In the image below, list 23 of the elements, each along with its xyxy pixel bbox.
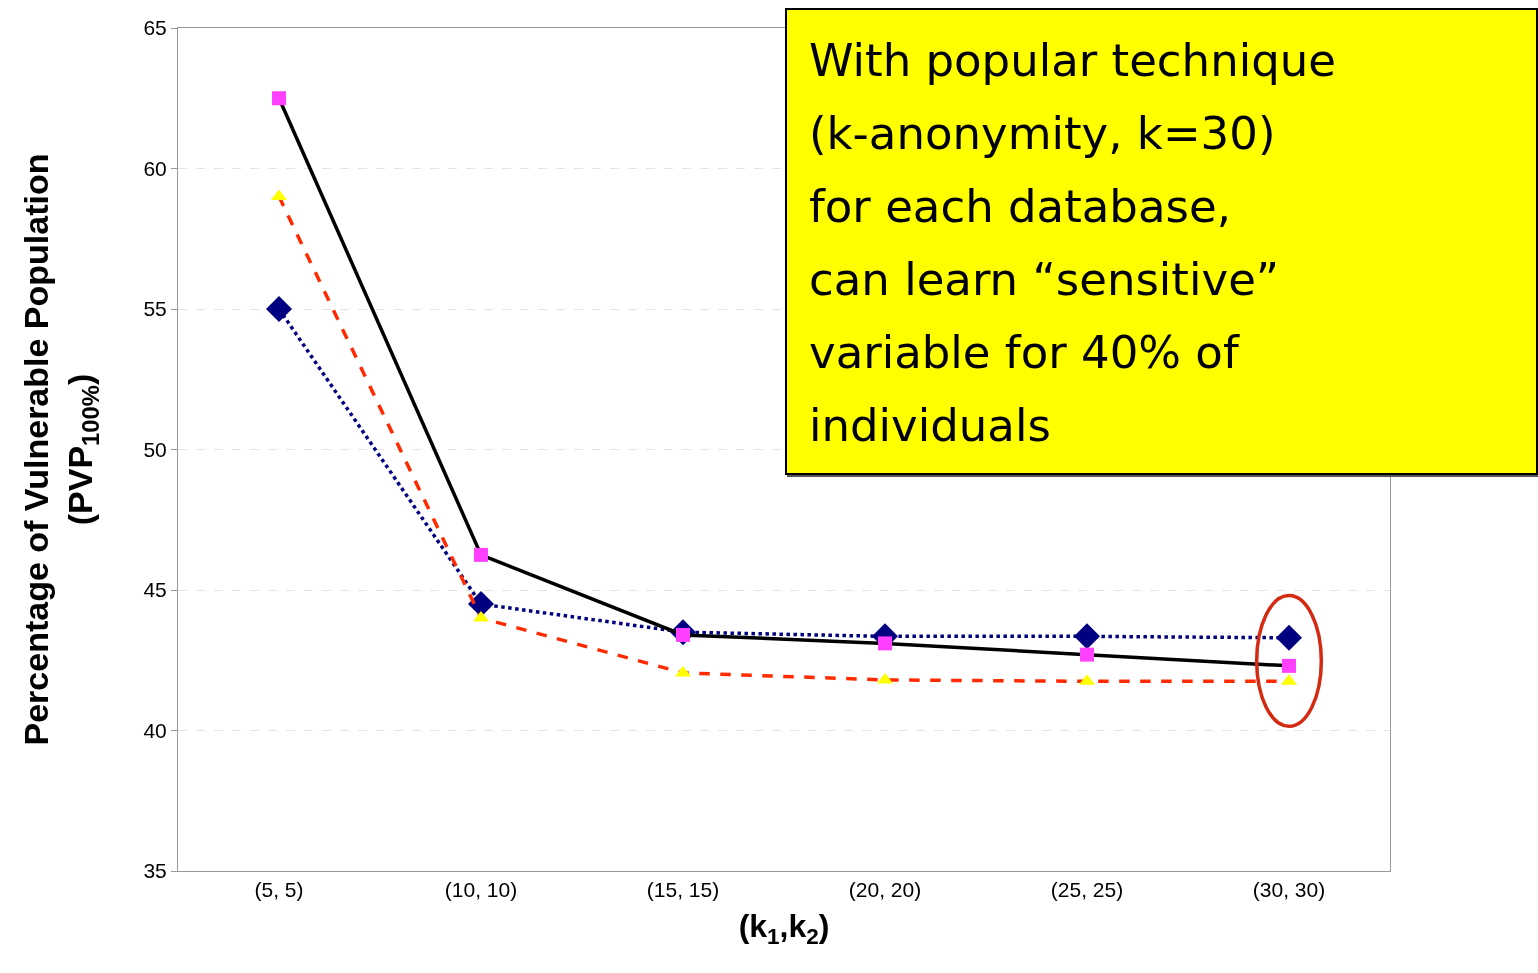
point [1276,624,1302,651]
x-tick-label: (30, 30) [1252,878,1326,902]
x-axis-title: (k$_{1}$,k$_{2}$) [738,908,830,949]
callout-box: With popular technique (k-anonymity, k=30) for each database, can learn “sensitive” variable for 40% of individuals [785,8,1538,475]
x-tick-label: (20, 20) [848,878,922,902]
y-tick-label: 45 [143,578,167,602]
y-tick-label: 40 [143,718,167,742]
point [1282,658,1296,673]
x-tick-label: (15, 15) [646,878,720,902]
point [272,91,286,106]
x-tick-label: (10, 10) [444,878,518,902]
y-tick-label: 50 [143,437,167,461]
y-tick-label: 65 [143,16,167,40]
point [474,547,488,562]
point [878,636,892,651]
point [1080,647,1094,662]
y-tick-label: 55 [143,297,167,321]
x-tick-label: (25, 25) [1050,878,1124,902]
y-tick-label: 35 [143,859,167,883]
x-tick-label: (5, 5) [254,878,304,902]
y-tick-label: 60 [143,156,167,180]
point [266,296,292,322]
point [1074,623,1100,650]
